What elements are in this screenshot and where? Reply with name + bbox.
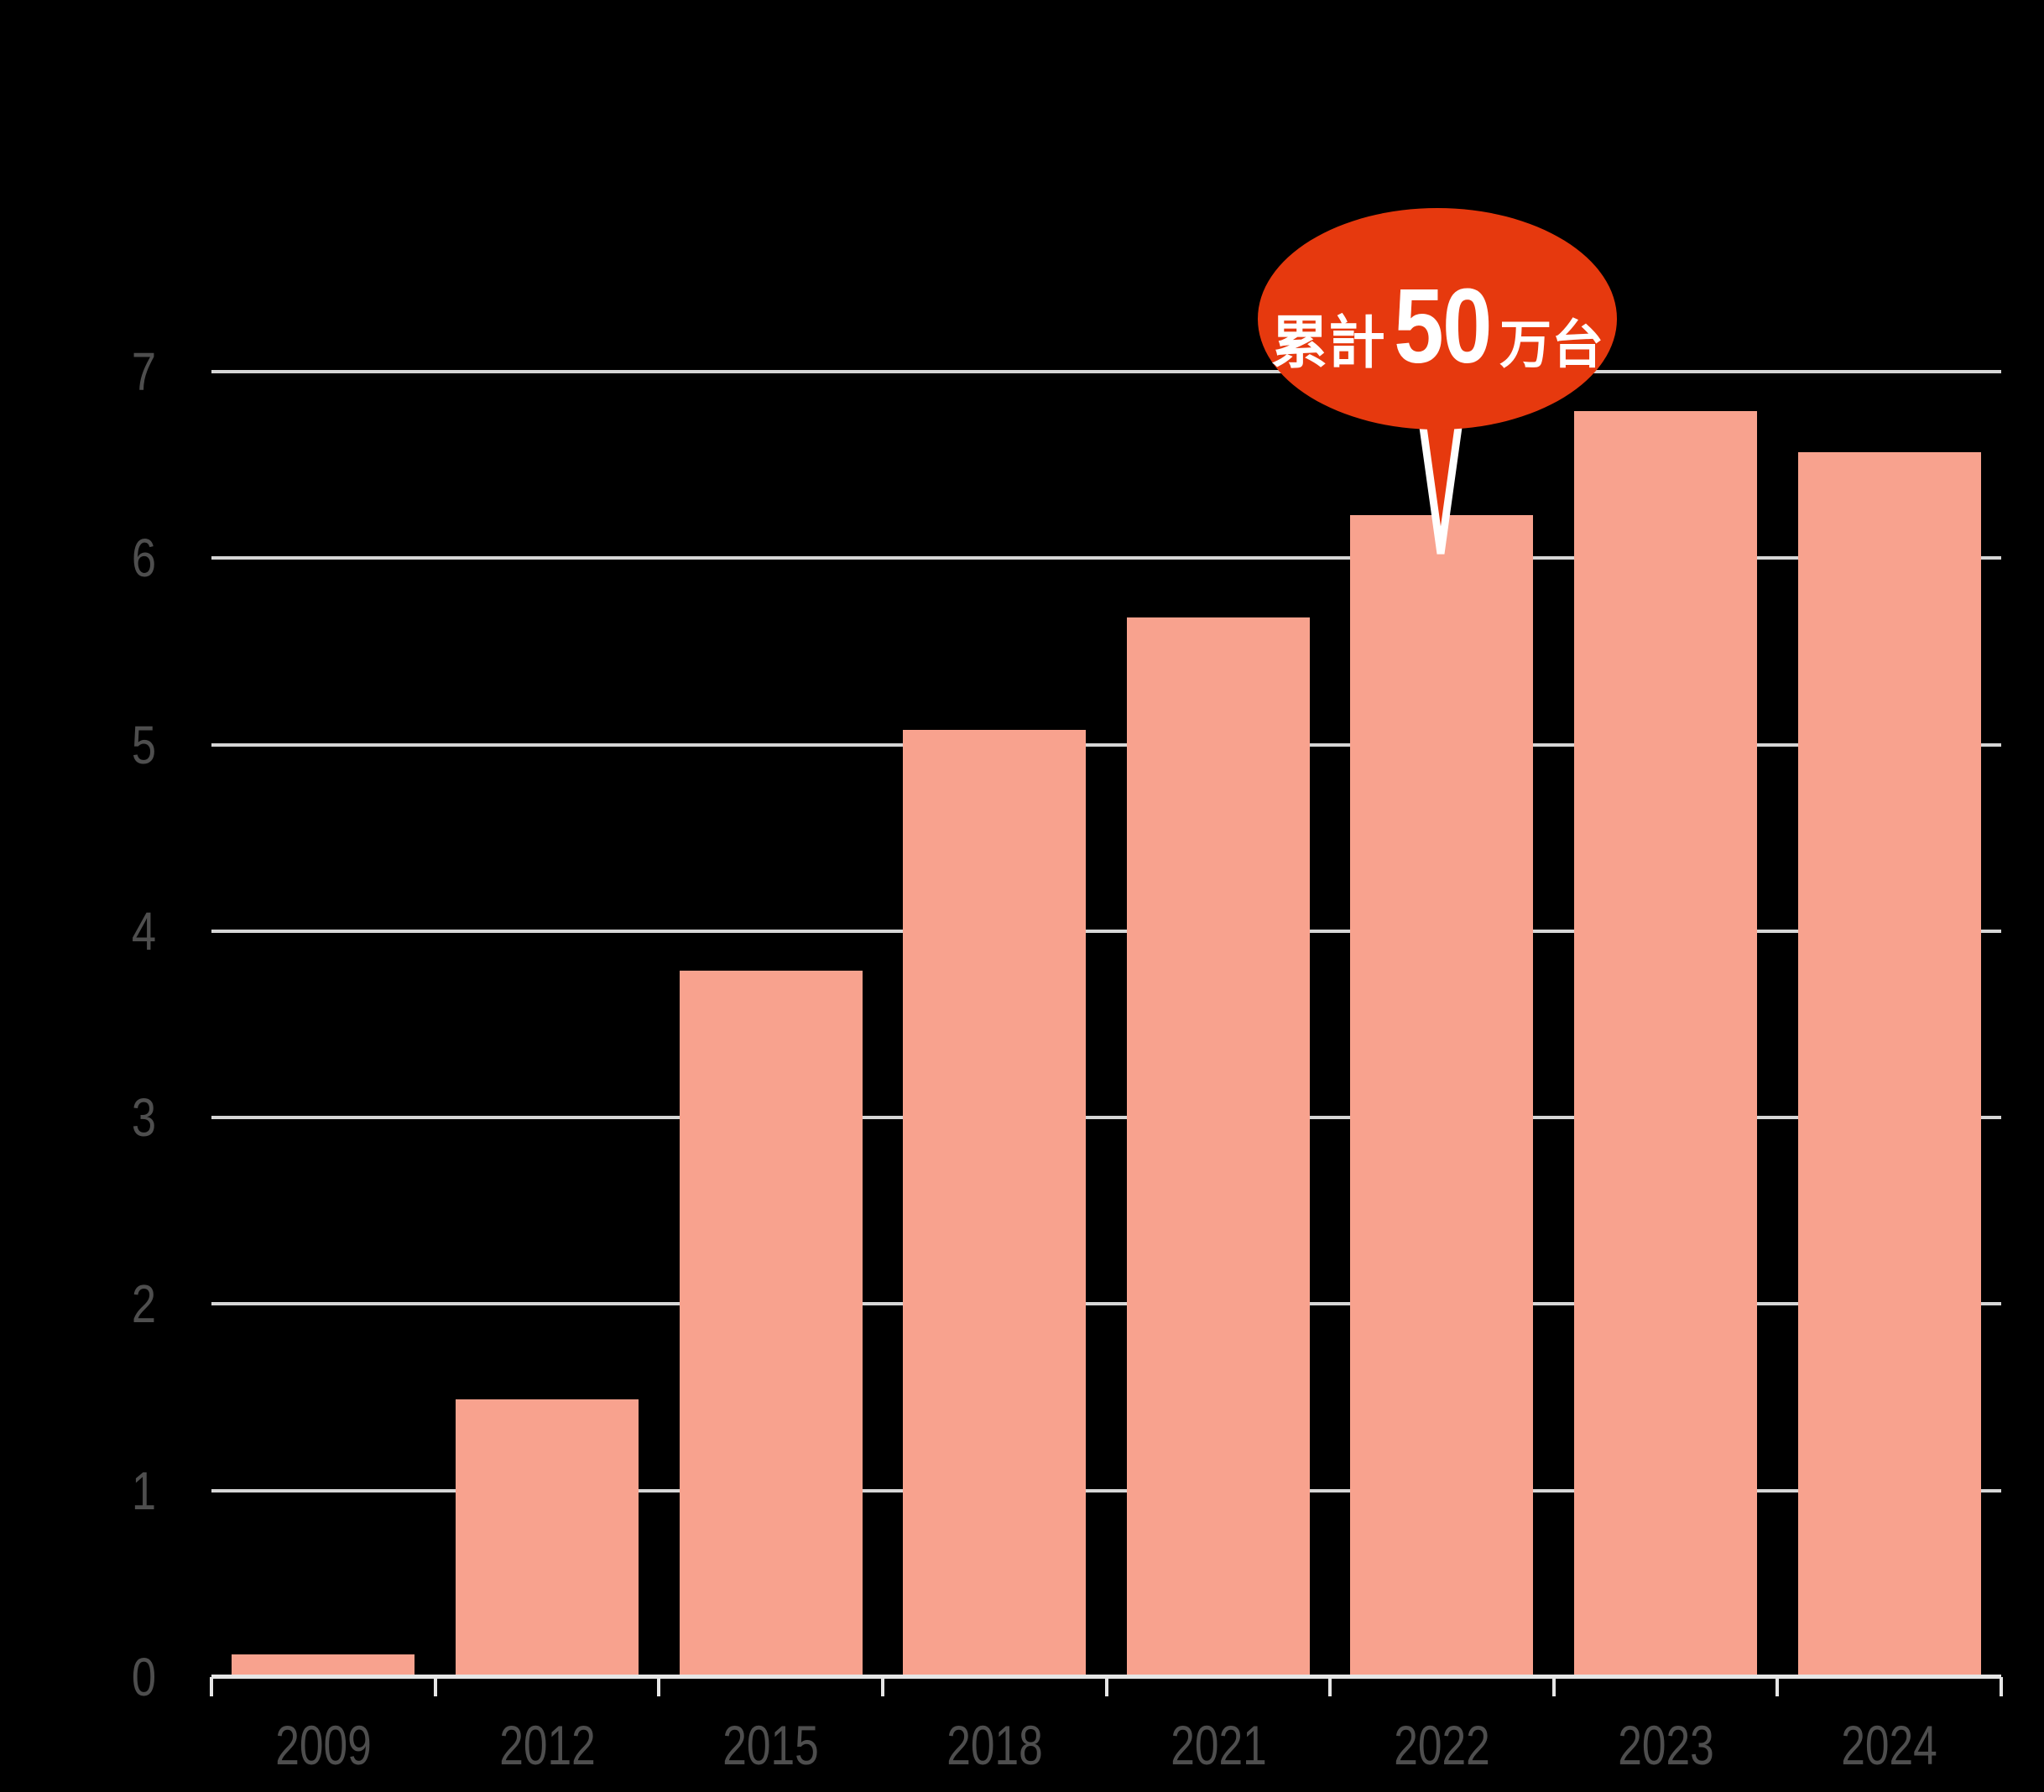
bar-2009 [232, 1654, 415, 1677]
x-axis-tick-2 [657, 1677, 661, 1696]
bar-2022 [1350, 515, 1534, 1677]
bar-2023 [1574, 410, 1758, 1677]
gridline-y-2 [211, 1302, 2001, 1306]
x-axis-tick-6 [1551, 1677, 1556, 1696]
y-axis-label-2: 2 [131, 1274, 156, 1335]
annotation-label: 累計50 万台 [1271, 265, 1603, 387]
x-axis-tick-3 [880, 1677, 884, 1696]
annotation-bubble: 累計50 万台 [1258, 208, 1617, 430]
x-axis-label-2018: 2018 [946, 1714, 1043, 1776]
x-axis-tick-0 [210, 1677, 213, 1696]
x-axis-tick-4 [1104, 1677, 1108, 1696]
annotation-bubble-tail [1417, 418, 1464, 555]
y-axis-label-5: 5 [131, 714, 156, 775]
bar-2012 [455, 1399, 639, 1677]
annotation-text-suffix: 万台 [1499, 316, 1604, 375]
x-axis-tick-7 [1775, 1677, 1780, 1696]
bar-2015 [679, 970, 863, 1677]
x-axis-label-2021: 2021 [1170, 1714, 1267, 1776]
x-axis-line [211, 1675, 2001, 1679]
x-axis-label-2012: 2012 [498, 1714, 596, 1776]
gridline-y-3 [211, 1116, 2001, 1120]
y-axis-label-1: 1 [131, 1460, 156, 1521]
x-axis-label-2009: 2009 [275, 1714, 372, 1776]
annotation-text-prefix: 累計 [1270, 311, 1385, 376]
bar-2024 [1797, 451, 1981, 1677]
x-axis-tick-1 [433, 1677, 437, 1696]
annotation-text-number: 50 [1394, 267, 1492, 386]
bar-2018 [903, 729, 1087, 1677]
bar-2021 [1126, 617, 1310, 1677]
x-axis-tick-5 [1328, 1677, 1332, 1696]
gridline-y-1 [211, 1488, 2001, 1492]
gridline-y-5 [211, 742, 2001, 747]
gridline-y-7 [211, 370, 2001, 373]
y-axis-label-3: 3 [131, 1087, 156, 1149]
x-axis-label-2023: 2023 [1617, 1714, 1714, 1776]
y-axis-label-0: 0 [131, 1647, 156, 1707]
y-axis-label-6: 6 [131, 528, 156, 589]
gridline-y-6 [211, 556, 2001, 560]
y-axis-label-7: 7 [131, 341, 156, 402]
x-axis-label-2022: 2022 [1394, 1714, 1490, 1776]
y-axis-label-4: 4 [131, 900, 156, 961]
x-axis-label-2024: 2024 [1841, 1714, 1938, 1776]
gridline-y-4 [211, 929, 2001, 933]
x-axis-label-2015: 2015 [722, 1714, 820, 1776]
x-axis-tick-8 [2000, 1677, 2003, 1696]
